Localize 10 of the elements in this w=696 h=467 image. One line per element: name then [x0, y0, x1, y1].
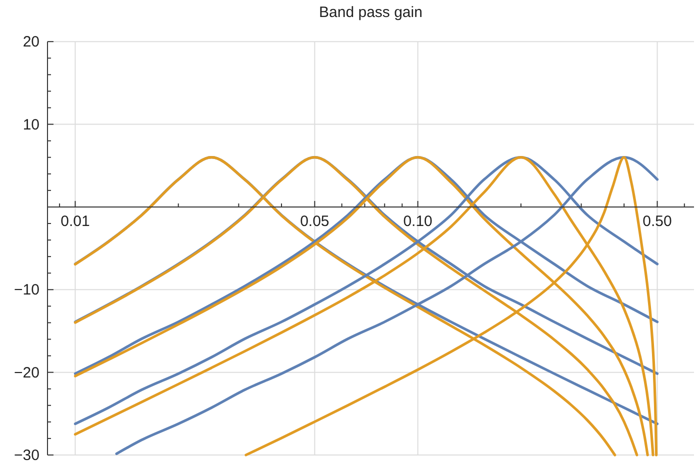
y-tick-label: −30	[14, 447, 40, 464]
chart-title: Band pass gain	[319, 4, 422, 21]
y-tick-label: 10	[22, 116, 40, 134]
x-tick-label: 0.50	[642, 212, 672, 230]
x-tick-label: 0.01	[60, 212, 90, 230]
y-tick-label: −20	[14, 364, 40, 382]
y-tick-label: −10	[14, 282, 40, 299]
y-tick-label: 20	[22, 34, 40, 51]
x-tick-label: 0.05	[300, 212, 330, 230]
x-tick-label: 0.10	[403, 212, 432, 230]
